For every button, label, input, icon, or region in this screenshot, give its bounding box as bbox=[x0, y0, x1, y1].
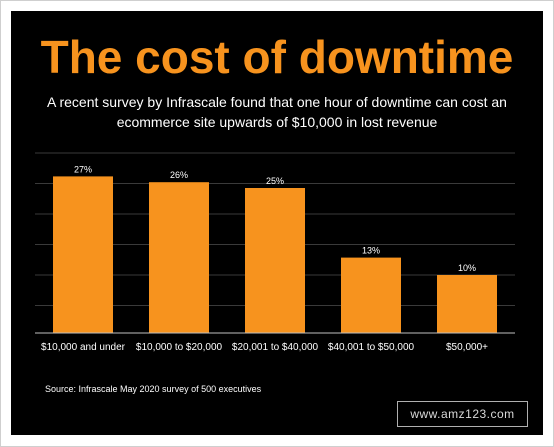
x-tick-label: $10,000 and under bbox=[41, 342, 126, 353]
bar bbox=[53, 176, 113, 333]
data-label: 25% bbox=[266, 176, 284, 186]
x-tick-label: $40,001 to $50,000 bbox=[328, 342, 415, 353]
bar bbox=[149, 182, 209, 333]
x-tick-label: $50,000+ bbox=[446, 342, 488, 353]
chart-title: The cost of downtime bbox=[40, 31, 514, 83]
bar bbox=[437, 275, 497, 333]
watermark: www.amz123.com bbox=[397, 401, 528, 427]
bar bbox=[341, 257, 401, 333]
data-label: 26% bbox=[170, 170, 188, 180]
source-note: Source: Infrascale May 2020 survey of 50… bbox=[45, 384, 262, 394]
data-label: 27% bbox=[74, 164, 92, 174]
data-label: 13% bbox=[362, 246, 380, 256]
infographic-card: The cost of downtime A recent survey by … bbox=[11, 11, 543, 435]
bar bbox=[245, 188, 305, 333]
x-tick-label: $10,000 to $20,000 bbox=[136, 342, 223, 353]
bar-chart: 27% $10,000 and under 26% $10,000 to $20,00… bbox=[35, 152, 515, 353]
data-label: 10% bbox=[458, 263, 476, 273]
x-tick-label: $20,001 to $40,000 bbox=[232, 342, 319, 353]
chart-subtitle: A recent survey by Infrascale found that… bbox=[47, 94, 507, 130]
